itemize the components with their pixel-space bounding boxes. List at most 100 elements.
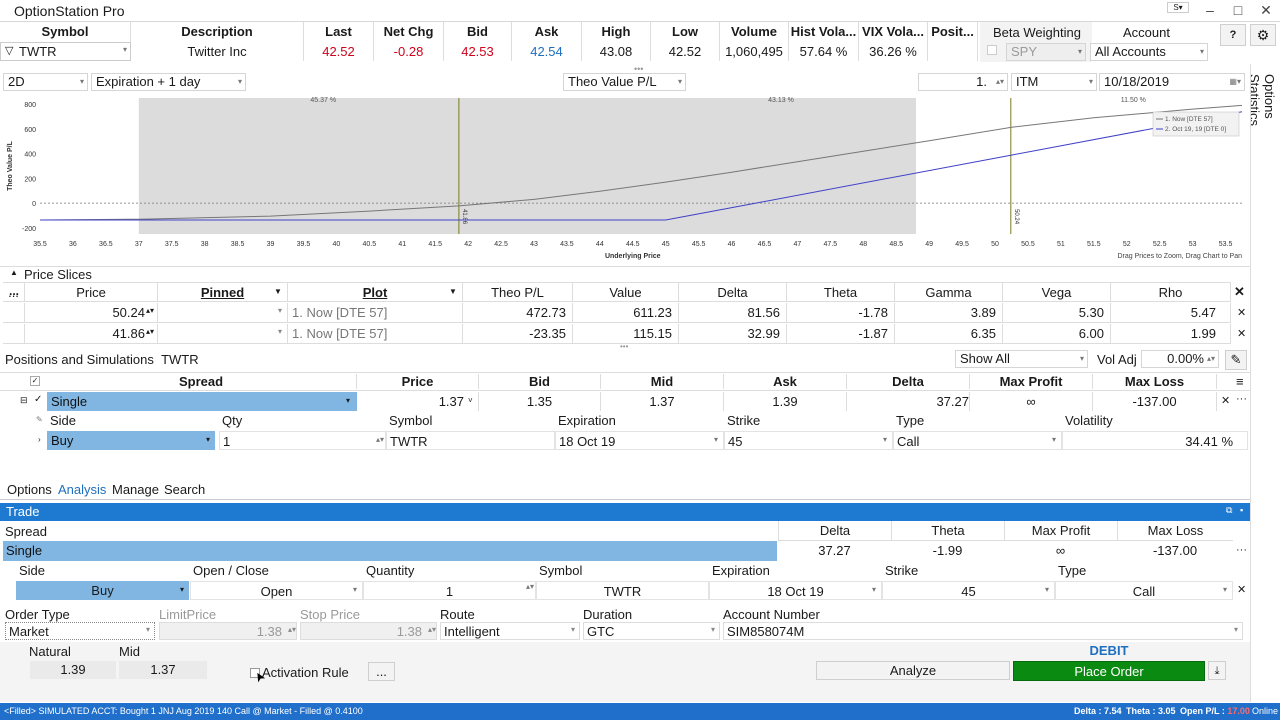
slices-header[interactable]: Rho — [1111, 282, 1231, 302]
positions-header[interactable]: Spread — [46, 374, 357, 389]
slices-header[interactable]: ... — [3, 282, 25, 302]
sort-icon[interactable]: ▼ — [449, 287, 457, 296]
metric-select[interactable]: Theo Value P/L ▾ — [563, 73, 686, 91]
remove-row-icon[interactable]: ✕ — [1237, 307, 1247, 319]
quote-header[interactable]: Low — [651, 22, 720, 42]
positions-header[interactable]: Ask — [724, 374, 847, 389]
slices-header[interactable]: Vega — [1003, 282, 1111, 302]
positions-header[interactable]: Max Loss — [1093, 374, 1217, 389]
pin-icon[interactable]: ▪ — [1240, 505, 1244, 515]
quote-header[interactable]: Bid — [444, 22, 512, 42]
slices-header[interactable]: Theo P/L — [463, 282, 573, 302]
splitter-grip[interactable]: ••• — [634, 64, 644, 74]
leg-qty-cell[interactable]: 1 — [219, 431, 386, 450]
positions-header[interactable]: Price — [357, 374, 479, 389]
more-icon[interactable]: ··· — [1236, 544, 1247, 556]
trade-strike-cell[interactable]: 45 — [882, 581, 1055, 600]
trade-qty-cell[interactable]: 1 — [363, 581, 536, 600]
spread-cell[interactable]: Single — [47, 392, 357, 411]
maximize-icon[interactable]: □ — [1233, 2, 1243, 18]
remove-row-icon[interactable]: ✕ — [1237, 328, 1247, 340]
menu-icon[interactable]: ≡ — [1236, 374, 1244, 389]
symbol-input[interactable]: ▽ TWTR ▾ — [0, 42, 131, 61]
quote-header[interactable]: Volume — [720, 22, 789, 42]
activation-more-button[interactable]: ... — [368, 662, 395, 681]
show-select[interactable]: Show All ▾ — [955, 350, 1088, 368]
order-account-field[interactable]: SIM858074M — [723, 622, 1243, 640]
splitter-grip[interactable]: ••• — [620, 342, 629, 351]
stepper-icon[interactable]: ▴▾ — [146, 327, 155, 336]
quote-header[interactable]: Hist Vola... — [789, 22, 859, 42]
slice-plot-cell[interactable]: 1. Now [DTE 57] — [288, 303, 463, 323]
leg-symbol-cell[interactable]: TWTR — [386, 431, 555, 450]
leg-type-cell[interactable]: Call — [893, 431, 1062, 450]
position-max_loss-cell[interactable]: -137.00 — [1093, 392, 1217, 411]
quote-header[interactable]: Net Chg — [374, 22, 444, 42]
activation-checkbox[interactable] — [250, 668, 260, 678]
sort-icon[interactable]: ▼ — [274, 287, 282, 296]
more-icon[interactable]: ... — [9, 284, 20, 298]
account-select[interactable]: All Accounts ▾ — [1090, 43, 1208, 61]
slice-pinned-cell[interactable] — [158, 324, 288, 344]
date-picker[interactable]: 10/18/2019 ▦▾ — [1099, 73, 1245, 91]
activation-label[interactable]: Activation Rule — [262, 665, 349, 680]
order-limit-field[interactable]: 1.38 — [159, 622, 297, 640]
pl-chart[interactable]: 800 600 400 200 0 -200 Theo Value P/L 35.5 36 36.… — [0, 96, 1250, 264]
slice-plot-cell[interactable]: 1. Now [DTE 57] — [288, 324, 463, 344]
positions-header[interactable]: Max Profit — [970, 374, 1093, 389]
remove-position-icon[interactable]: ✕ — [1221, 395, 1231, 407]
trade-spread-cell[interactable]: Single — [3, 541, 777, 561]
beta-select[interactable]: SPY ▾ — [1006, 43, 1086, 61]
minimize-icon[interactable]: – — [1206, 2, 1214, 18]
quote-header[interactable]: Description — [131, 22, 304, 42]
tab-manage[interactable]: Manage — [112, 482, 159, 497]
position-price-cell[interactable]: 1.37 — [357, 392, 479, 411]
popout-icon[interactable]: ⧉ — [1226, 505, 1233, 515]
trade-oc-cell[interactable]: Open — [190, 581, 363, 600]
trade-symbol-cell[interactable]: TWTR — [536, 581, 709, 600]
slices-header[interactable]: Pinned — [158, 282, 288, 302]
time-select[interactable]: Expiration + 1 day ▾ — [91, 73, 246, 91]
tab-search[interactable]: Search — [164, 482, 206, 497]
positions-header[interactable]: Mid — [601, 374, 724, 389]
order-duration-field[interactable]: GTC — [583, 622, 720, 640]
moneyness-select[interactable]: ITM ▾ — [1011, 73, 1097, 91]
row-handle[interactable] — [3, 303, 25, 323]
positions-header[interactable]: Delta — [847, 374, 970, 389]
remove-leg-icon[interactable]: ✕ — [1237, 584, 1247, 596]
select-all-checkbox[interactable]: ✓ — [30, 376, 40, 386]
wrench-icon[interactable]: ✎ — [1225, 350, 1247, 370]
order-route-field[interactable]: Intelligent — [440, 622, 580, 640]
quote-header[interactable]: High — [582, 22, 651, 42]
tab-options[interactable]: Options — [7, 482, 52, 497]
leg-side-cell[interactable]: Buy — [47, 431, 215, 450]
position-mid-cell[interactable]: 1.37 — [601, 392, 724, 411]
position-bid-cell[interactable]: 1.35 — [479, 392, 601, 411]
stepper-icon[interactable]: ▴▾ — [146, 306, 155, 315]
position-max_profit-cell[interactable]: ∞ — [970, 392, 1093, 411]
close-icon[interactable]: ✕ — [1260, 2, 1272, 18]
step-stepper[interactable]: 1. ▴▾ — [918, 73, 1008, 91]
chevron-down-icon[interactable]: ˅ — [468, 396, 473, 405]
more-icon[interactable]: ··· — [1236, 393, 1247, 405]
collapse-icon[interactable]: ▲ — [10, 268, 18, 277]
trade-side-cell[interactable]: Buy — [16, 581, 189, 600]
slices-header[interactable]: Plot — [288, 282, 463, 302]
help-button[interactable]: ? — [1220, 24, 1246, 46]
beta-checkbox[interactable] — [987, 45, 997, 55]
slices-header[interactable]: Price — [25, 282, 158, 302]
checked-icon[interactable]: ✓ — [34, 394, 43, 405]
leg-expiration-cell[interactable]: 18 Oct 19 — [555, 431, 724, 450]
download-icon[interactable]: ⤓ — [1208, 661, 1226, 680]
slices-header[interactable]: Delta — [679, 282, 787, 302]
slices-header[interactable]: Gamma — [895, 282, 1003, 302]
slices-header[interactable]: Value — [573, 282, 679, 302]
position-delta-cell[interactable]: 37.27 — [847, 392, 970, 411]
quote-header[interactable]: Posit... — [928, 22, 978, 42]
row-handle[interactable] — [3, 324, 25, 344]
trade-type-cell[interactable]: Call — [1055, 581, 1233, 600]
expand-icon[interactable]: ⊟ — [20, 395, 28, 405]
quote-header[interactable]: Symbol — [0, 22, 131, 42]
order-order-type-field[interactable]: Market — [5, 622, 155, 640]
close-icon[interactable]: ✕ — [1234, 284, 1245, 299]
